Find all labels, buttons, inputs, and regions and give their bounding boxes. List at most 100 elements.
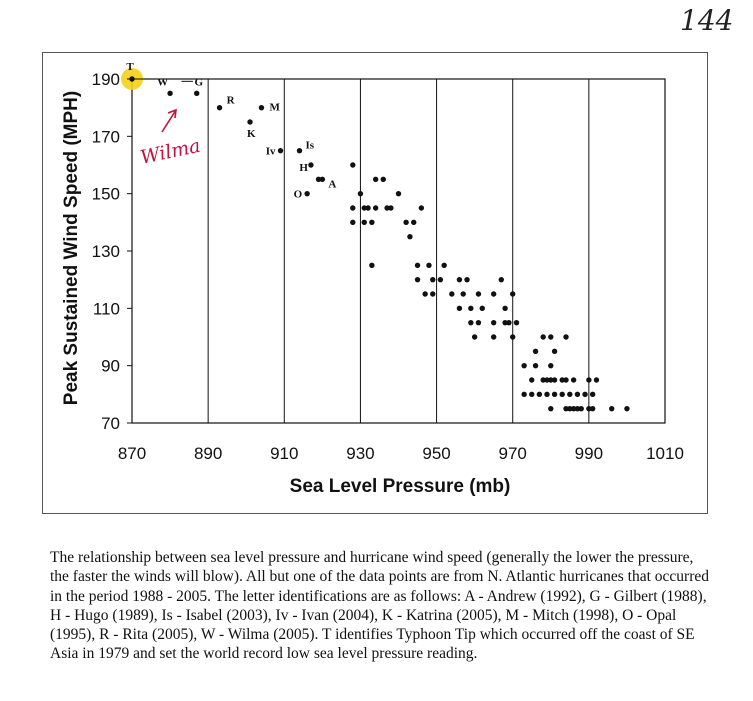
point-label: Is bbox=[306, 140, 315, 152]
y-tick-label: 190 bbox=[92, 70, 120, 89]
data-point bbox=[418, 205, 425, 211]
data-point bbox=[308, 162, 314, 168]
x-tick-label: 930 bbox=[346, 444, 374, 463]
data-point bbox=[567, 405, 573, 412]
data-point bbox=[216, 104, 223, 111]
plot-area bbox=[131, 78, 666, 424]
x-tick-label: 870 bbox=[118, 444, 146, 463]
data-point bbox=[437, 276, 444, 283]
data-point bbox=[471, 334, 478, 340]
data-point bbox=[464, 276, 470, 283]
data-point bbox=[570, 405, 577, 412]
data-point bbox=[563, 377, 569, 383]
data-point bbox=[369, 262, 375, 269]
data-point bbox=[578, 405, 584, 412]
data-point bbox=[567, 391, 573, 398]
data-point bbox=[609, 405, 615, 412]
y-tick-label: 110 bbox=[93, 299, 120, 318]
point-label: T bbox=[126, 61, 134, 73]
data-point bbox=[563, 405, 569, 412]
data-point bbox=[449, 291, 455, 297]
data-point bbox=[490, 291, 497, 297]
data-point bbox=[490, 334, 497, 340]
data-point bbox=[570, 377, 577, 383]
data-point bbox=[430, 276, 436, 283]
wilma-annotation: Wilma bbox=[138, 108, 202, 169]
data-point bbox=[441, 262, 447, 269]
y-tick-label: 90 bbox=[101, 357, 120, 376]
data-point bbox=[426, 262, 432, 269]
data-point bbox=[574, 405, 581, 412]
data-point bbox=[589, 391, 596, 398]
y-tick-label: 130 bbox=[92, 242, 120, 261]
data-point bbox=[529, 377, 535, 383]
x-tick-label: 1010 bbox=[646, 444, 684, 463]
x-tick-label: 890 bbox=[194, 444, 222, 463]
data-point bbox=[544, 377, 550, 383]
data-point bbox=[502, 305, 508, 312]
y-axis-label: Peak Sustained Wind Speed (MPH) bbox=[61, 91, 82, 405]
data-point bbox=[319, 176, 326, 183]
data-point bbox=[403, 219, 409, 226]
data-point bbox=[422, 291, 428, 297]
data-point bbox=[411, 219, 417, 226]
point-label: G bbox=[194, 76, 203, 88]
data-point bbox=[365, 205, 371, 211]
arrow-icon bbox=[161, 108, 177, 133]
figure-caption: The relationship between sea level press… bbox=[50, 549, 709, 663]
data-point bbox=[540, 377, 546, 383]
data-point bbox=[430, 291, 436, 297]
data-point bbox=[380, 176, 386, 183]
x-tick-label: 910 bbox=[270, 444, 298, 463]
data-point bbox=[510, 291, 516, 297]
point-label: R bbox=[227, 95, 236, 107]
page-number: 144 bbox=[680, 4, 734, 37]
data-point bbox=[502, 319, 508, 326]
data-point bbox=[582, 391, 588, 398]
data-point bbox=[510, 334, 516, 340]
data-point bbox=[369, 219, 375, 226]
data-point bbox=[624, 405, 630, 412]
data-point bbox=[372, 205, 379, 211]
data-point bbox=[361, 219, 367, 226]
data-point bbox=[407, 233, 413, 240]
data-point bbox=[548, 334, 554, 340]
point-label: K bbox=[247, 128, 256, 140]
data-point bbox=[586, 405, 592, 412]
scatter-chart: T W G R M K Iv Is H A O 870 890 910 930 950 970 990 1010 7… bbox=[61, 61, 684, 497]
data-point bbox=[563, 334, 569, 340]
x-axis-label: Sea Level Pressure (mb) bbox=[290, 476, 511, 497]
data-point bbox=[529, 391, 535, 398]
data-point bbox=[277, 147, 284, 154]
data-point bbox=[296, 147, 303, 154]
handwritten-note: Wilma bbox=[138, 135, 202, 169]
data-point bbox=[559, 391, 565, 398]
data-point bbox=[315, 176, 322, 183]
data-point bbox=[258, 104, 265, 111]
data-point bbox=[350, 205, 356, 211]
data-point bbox=[384, 205, 390, 211]
data-point bbox=[395, 190, 402, 197]
data-point bbox=[456, 276, 463, 283]
point-label: O bbox=[294, 189, 303, 201]
data-point bbox=[357, 190, 364, 197]
data-point bbox=[589, 405, 596, 412]
data-point bbox=[460, 291, 466, 297]
x-tick-label: 990 bbox=[575, 444, 603, 463]
data-point bbox=[372, 176, 379, 183]
data-point bbox=[536, 391, 543, 398]
data-point bbox=[551, 348, 558, 355]
data-point bbox=[490, 319, 497, 326]
y-tick-label: 170 bbox=[92, 127, 120, 146]
data-point bbox=[361, 205, 367, 211]
data-point bbox=[468, 319, 474, 326]
data-point bbox=[548, 377, 554, 383]
x-tick-label: 970 bbox=[499, 444, 527, 463]
data-point bbox=[247, 119, 253, 125]
point-label: M bbox=[269, 102, 280, 114]
data-point bbox=[593, 377, 600, 383]
data-point bbox=[513, 319, 520, 326]
data-point bbox=[521, 362, 527, 369]
data-point bbox=[548, 362, 554, 369]
data-point bbox=[350, 162, 356, 168]
